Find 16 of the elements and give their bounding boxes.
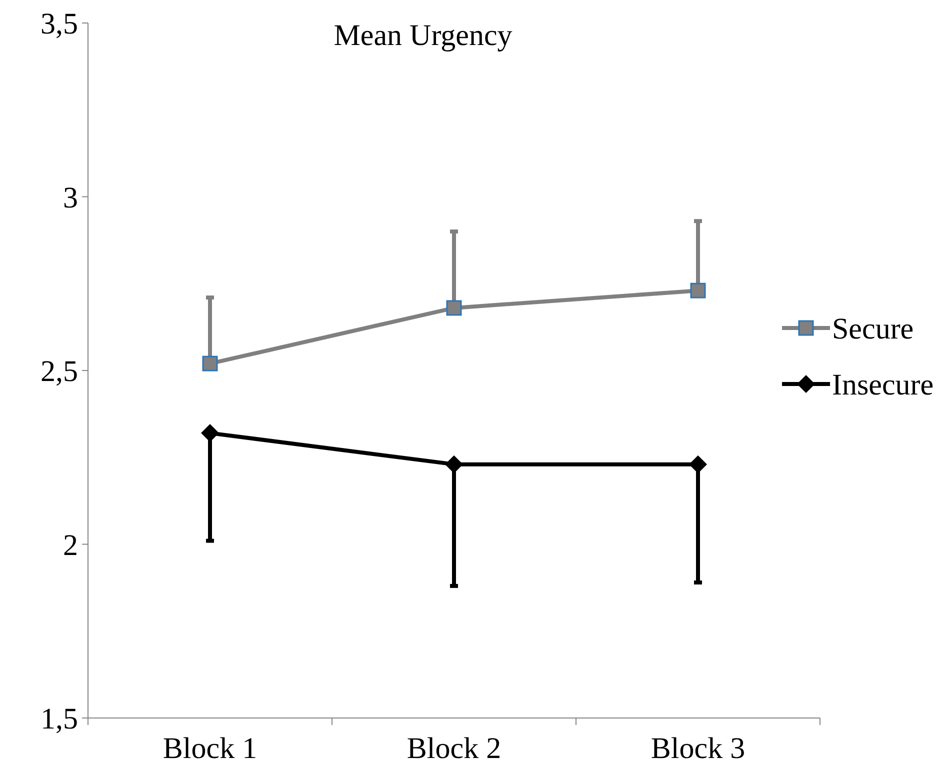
y-tick-label: 2 — [63, 528, 78, 562]
point — [445, 455, 463, 474]
y-tick-label: 2,5 — [40, 355, 78, 388]
point — [690, 282, 706, 298]
point — [446, 300, 462, 316]
legend-label: Insecure — [832, 368, 934, 402]
y-tick-label: 1,5 — [40, 702, 78, 736]
y-tick-label: 3,5 — [40, 8, 78, 40]
point — [202, 356, 218, 372]
x-tick-label: Block 1 — [162, 732, 258, 765]
point — [689, 455, 707, 474]
chart-title: Mean Urgency — [334, 19, 512, 52]
x-tick-label: Block 3 — [650, 732, 746, 765]
x-tick-label: Block 2 — [406, 732, 502, 765]
y-tick-label: 3 — [63, 181, 78, 214]
legend-label: Secure — [832, 312, 914, 346]
